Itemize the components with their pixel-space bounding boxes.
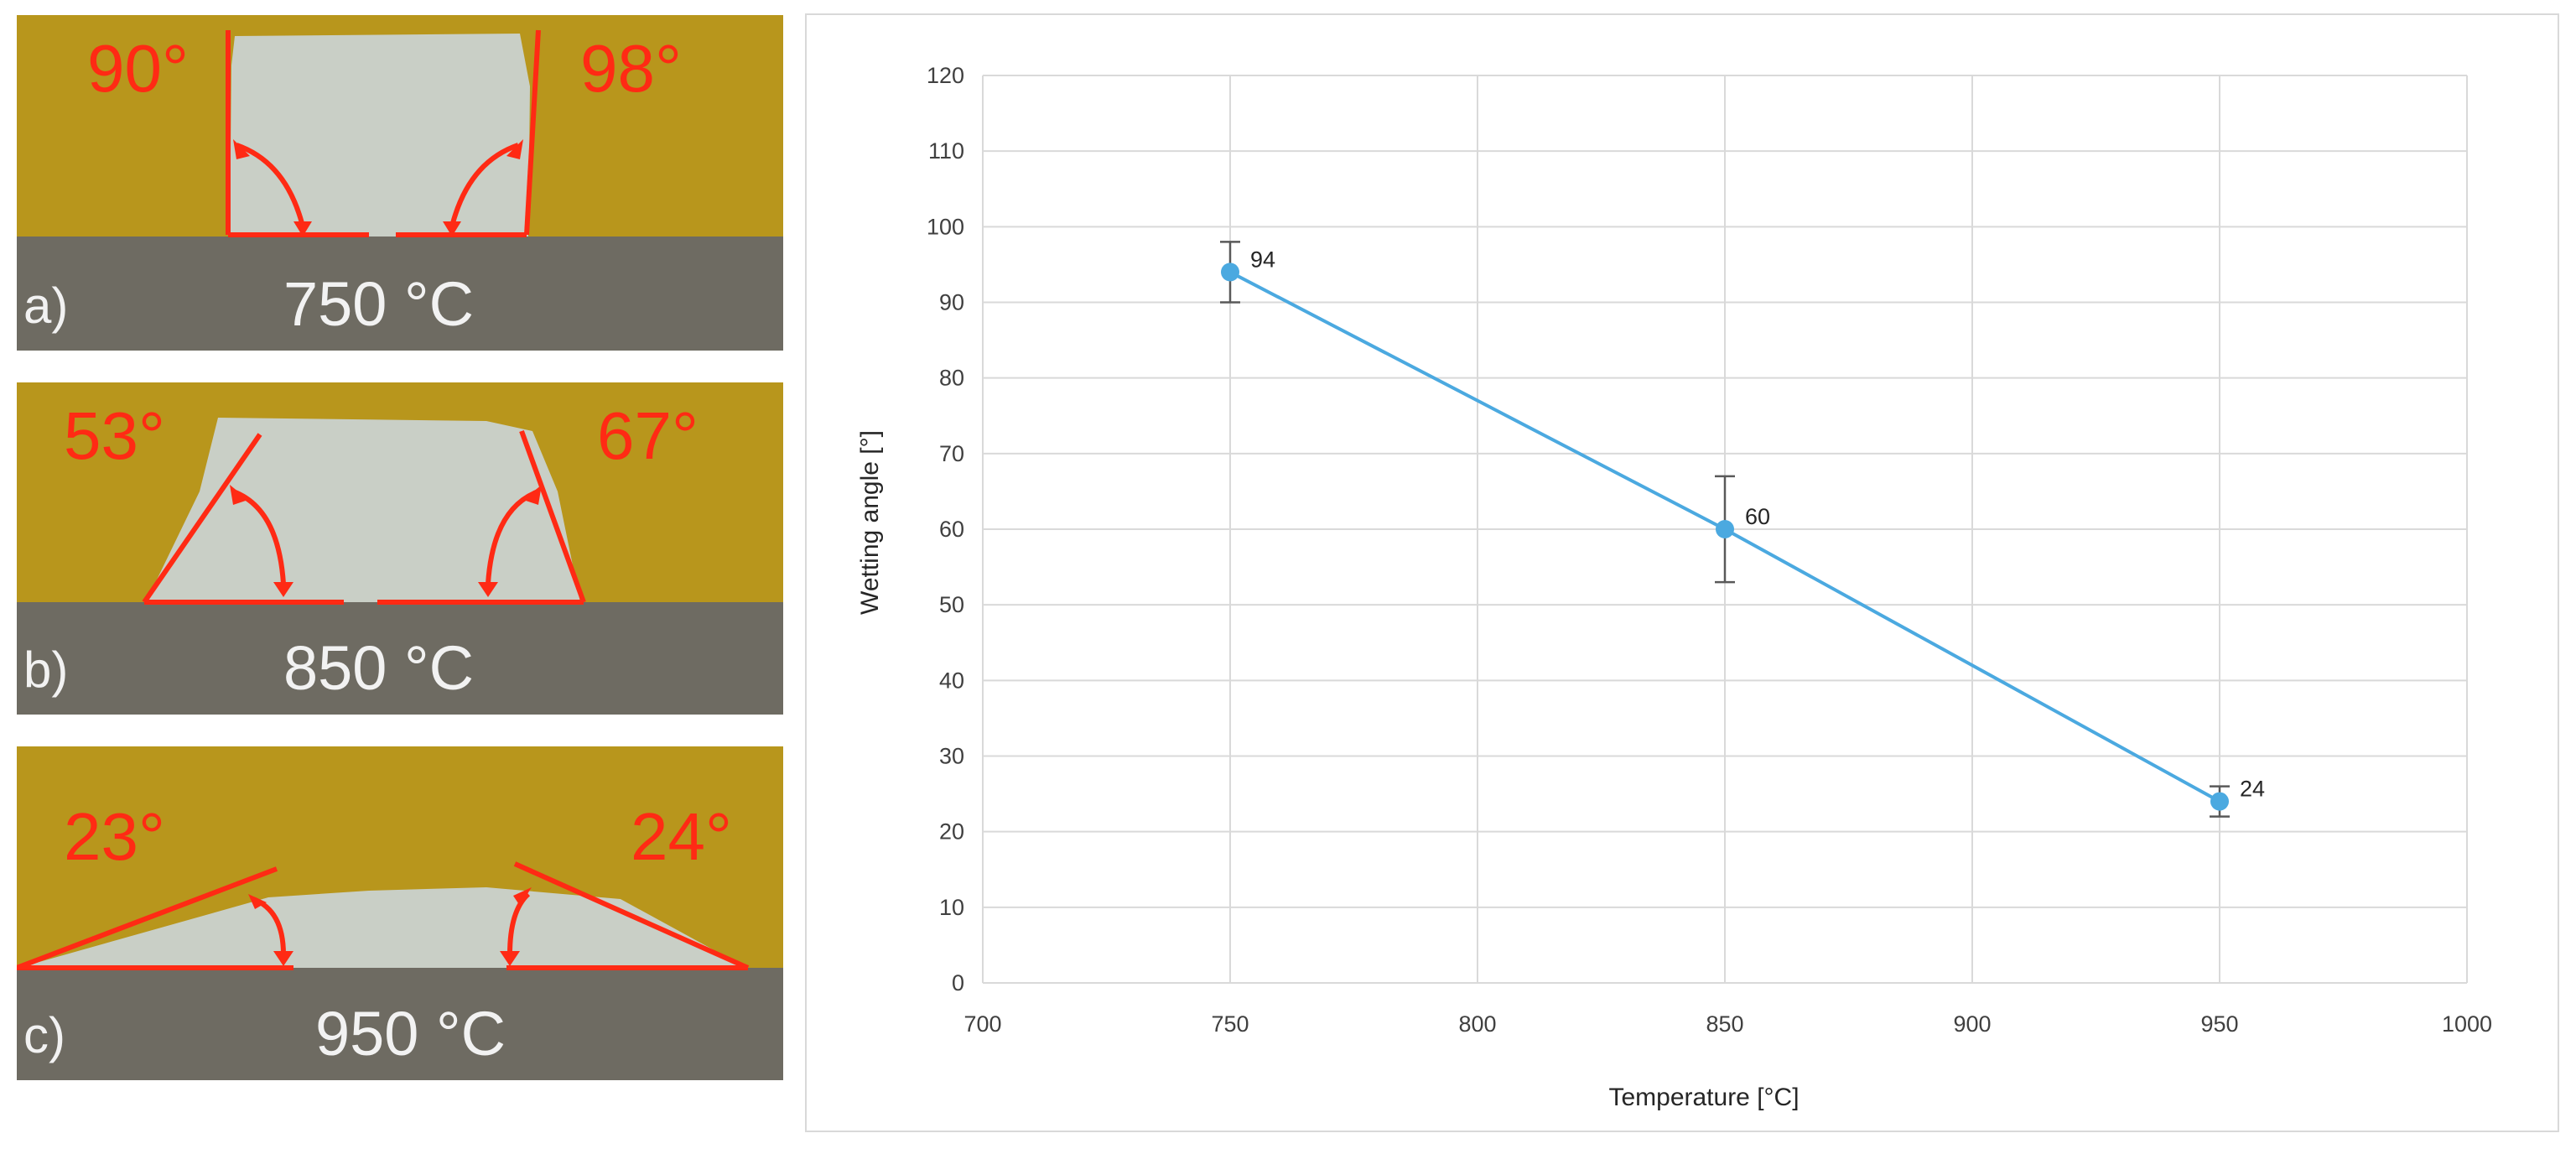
angle-arrow-heads [233,139,523,237]
substrate [17,968,783,1080]
x-tick-label: 1000 [2442,1011,2492,1037]
photo-850 [17,382,783,715]
data-point [2210,792,2229,811]
photo-750 [17,15,783,351]
y-tick-label: 90 [939,290,964,315]
photo-panel-a: a) 750 °C 90° 98° [17,15,783,351]
substrate [17,602,783,715]
y-axis-title: Wetting angle [°] [856,430,884,615]
x-tick-label: 700 [963,1011,1001,1037]
y-tick-label: 0 [952,970,964,995]
y-tick-label: 60 [939,517,964,542]
left-angle-label-b: 53° [64,398,165,473]
series: 94 60 24 [1220,241,2265,818]
sample-drop [230,34,530,237]
wetting-angle-chart: 0 10 20 30 40 50 60 70 80 90 100 110 120 700 750 800 85… [856,63,2492,1111]
y-tick-label: 120 [927,63,964,88]
data-point [1221,263,1239,282]
right-angle-label-c: 24° [631,799,732,874]
angle-arrow-heads [248,887,532,966]
data-label: 60 [1745,504,1770,529]
panel-label-b: b) [23,642,69,698]
right-angle-label-b: 67° [597,398,699,473]
y-tick-label: 100 [927,214,964,239]
left-angle-label-a: 90° [87,31,189,106]
photo-950 [17,746,783,1080]
data-label: 24 [2240,777,2265,802]
y-tick-label: 10 [939,895,964,920]
y-tick-label: 20 [939,819,964,845]
angle-arrow-heads [230,485,542,597]
temperature-label-a: 750 °C [283,269,475,339]
sample-drop [18,887,746,968]
photo-panel-c: c) 950 °C 23° 24° [17,746,783,1080]
chart-frame: 0 10 20 30 40 50 60 70 80 90 100 110 120 700 750 800 85… [805,13,2559,1132]
x-tick-label: 900 [1953,1011,1991,1037]
y-axis-ticks: 0 10 20 30 40 50 60 70 80 90 100 110 120 [927,63,964,995]
x-tick-label: 800 [1458,1011,1496,1037]
x-tick-label: 950 [2200,1011,2238,1037]
temperature-label-c: 950 °C [315,999,506,1068]
data-label: 94 [1250,247,1275,272]
y-tick-label: 30 [939,744,964,769]
left-angle-label-c: 23° [64,799,165,874]
y-tick-label: 40 [939,668,964,693]
y-tick-label: 50 [939,592,964,617]
x-tick-label: 750 [1211,1011,1249,1037]
substrate [17,237,783,351]
y-tick-label: 80 [939,366,964,391]
x-axis-ticks: 700 750 800 850 900 950 1000 [963,1011,2492,1037]
sample-drop [146,418,580,602]
angle-lines [17,861,750,970]
angle-lines [226,29,541,237]
x-axis-title: Temperature [°C] [1608,1084,1799,1111]
panel-label-a: a) [23,278,69,334]
data-point [1716,520,1734,538]
temperature-label-b: 850 °C [283,633,475,703]
y-tick-label: 70 [939,441,964,466]
right-angle-label-a: 98° [580,31,682,106]
x-tick-label: 850 [1706,1011,1743,1037]
photo-panel-b: b) 850 °C 53° 67° [17,382,783,715]
panel-label-c: c) [23,1007,65,1063]
y-tick-label: 110 [928,138,964,164]
